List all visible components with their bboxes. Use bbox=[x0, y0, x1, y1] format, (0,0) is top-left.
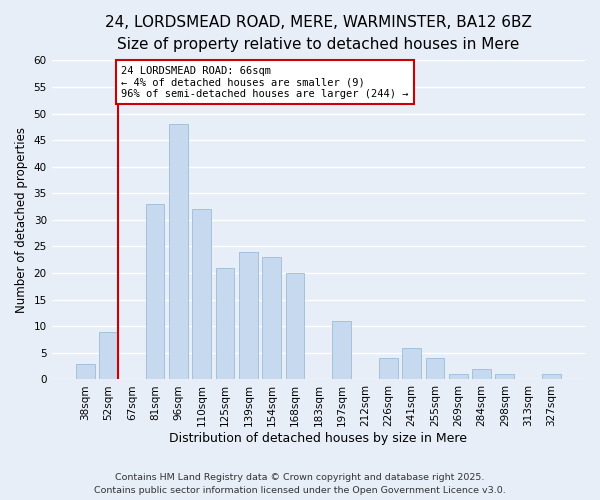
Bar bbox=[542, 374, 561, 380]
Bar bbox=[99, 332, 118, 380]
Bar bbox=[76, 364, 95, 380]
Text: 24 LORDSMEAD ROAD: 66sqm
← 4% of detached houses are smaller (9)
96% of semi-det: 24 LORDSMEAD ROAD: 66sqm ← 4% of detache… bbox=[121, 66, 409, 99]
Title: 24, LORDSMEAD ROAD, MERE, WARMINSTER, BA12 6BZ
Size of property relative to deta: 24, LORDSMEAD ROAD, MERE, WARMINSTER, BA… bbox=[105, 15, 532, 52]
Bar bbox=[332, 321, 351, 380]
Y-axis label: Number of detached properties: Number of detached properties bbox=[15, 127, 28, 313]
Bar bbox=[193, 209, 211, 380]
Bar bbox=[239, 252, 258, 380]
Bar bbox=[425, 358, 444, 380]
Bar bbox=[402, 348, 421, 380]
Bar bbox=[146, 204, 164, 380]
Bar bbox=[472, 369, 491, 380]
Bar bbox=[496, 374, 514, 380]
Bar bbox=[169, 124, 188, 380]
Bar bbox=[286, 273, 304, 380]
Bar bbox=[379, 358, 398, 380]
Bar bbox=[216, 268, 235, 380]
Text: Contains HM Land Registry data © Crown copyright and database right 2025.
Contai: Contains HM Land Registry data © Crown c… bbox=[94, 474, 506, 495]
Bar bbox=[449, 374, 467, 380]
X-axis label: Distribution of detached houses by size in Mere: Distribution of detached houses by size … bbox=[169, 432, 467, 445]
Bar bbox=[262, 257, 281, 380]
